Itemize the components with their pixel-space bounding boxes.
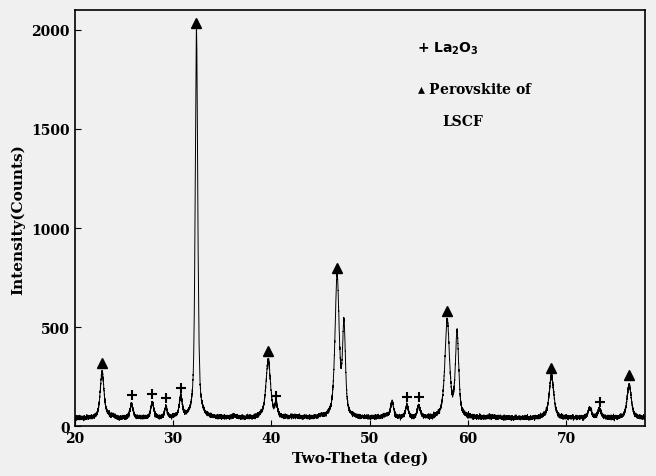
Y-axis label: Intensity(Counts): Intensity(Counts) [11,143,26,294]
X-axis label: Two-Theta (deg): Two-Theta (deg) [291,451,428,465]
Text: $\mathbf{\blacktriangle}$ Perovskite of: $\mathbf{\blacktriangle}$ Perovskite of [417,82,533,97]
Text: LSCF: LSCF [442,115,483,129]
Text: $\mathbf{+}$ $\mathbf{La_2O_3}$: $\mathbf{+}$ $\mathbf{La_2O_3}$ [417,40,479,57]
